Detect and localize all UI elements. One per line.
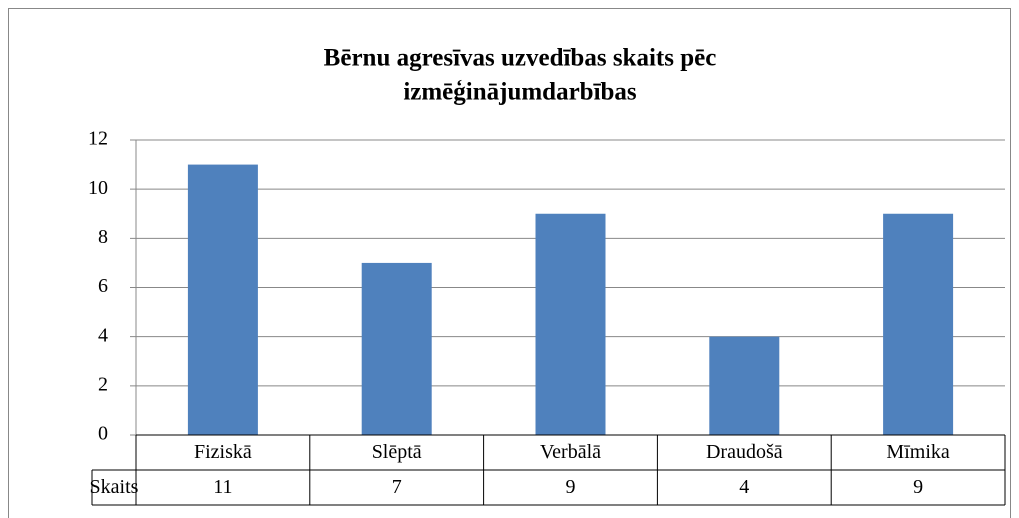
x-tick-label: Slēptā <box>372 441 422 463</box>
x-tick-label: Draudošā <box>706 441 783 463</box>
chart-title: izmēģinājumdarbības <box>403 79 637 106</box>
chart-border <box>8 8 1011 518</box>
x-tick-label: Verbālā <box>540 441 601 463</box>
y-tick-label: 8 <box>98 226 108 248</box>
y-tick-label: 10 <box>88 177 108 199</box>
data-label: 7 <box>392 476 402 498</box>
data-label: 11 <box>213 476 232 498</box>
x-tick-label: Fiziskā <box>194 441 252 463</box>
bar <box>361 262 432 435</box>
bar <box>187 164 258 436</box>
bar <box>883 213 954 435</box>
y-tick-label: 12 <box>88 128 108 150</box>
y-tick-label: 4 <box>98 324 108 346</box>
x-tick-label: Mīmika <box>886 441 949 463</box>
data-label: 9 <box>913 476 923 498</box>
data-label: 4 <box>739 476 749 498</box>
data-label: 9 <box>566 476 576 498</box>
legend-label: Skaits <box>90 476 139 498</box>
bar <box>535 213 606 435</box>
y-tick-label: 0 <box>98 423 108 445</box>
y-tick-label: 6 <box>98 275 108 297</box>
y-tick-label: 2 <box>98 373 108 395</box>
chart-title: Bērnu agresīvas uzvedības skaits pēc <box>324 45 717 72</box>
bar <box>709 336 780 435</box>
